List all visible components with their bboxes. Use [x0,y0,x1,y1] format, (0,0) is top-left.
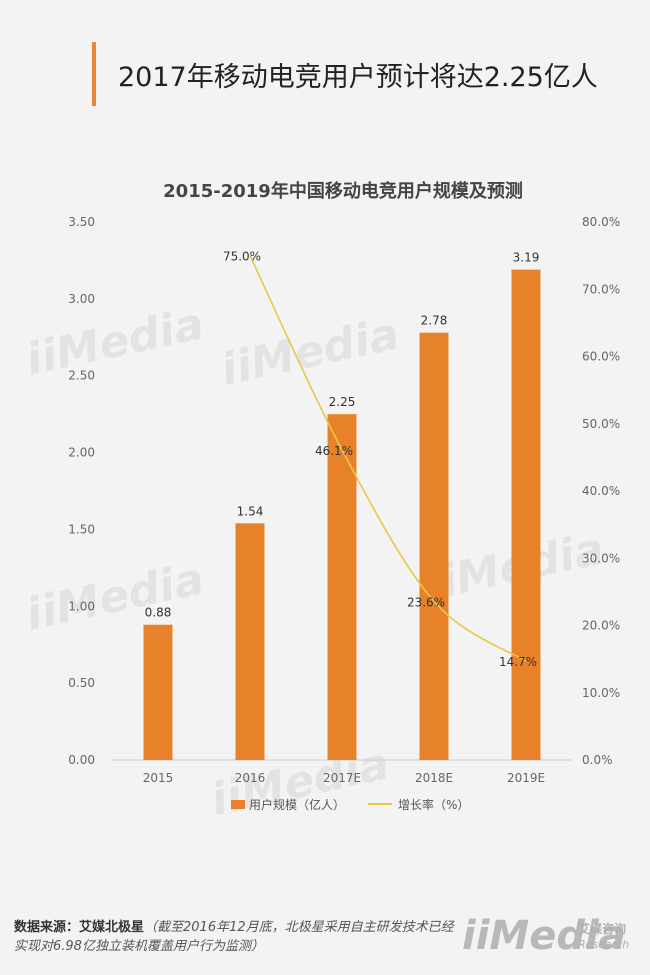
legend-swatch-bar [231,800,245,809]
left-tick-label: 2.00 [68,446,95,460]
bar-2015 [143,624,173,760]
right-tick-label: 20.0% [582,619,620,633]
page-title: 2017年移动电竞用户预计将达2.25亿人 [118,62,598,93]
bar-2016 [235,523,265,760]
right-axis: 0.0% 10.0% 20.0% 30.0% 40.0% 50.0% 60.0% 70.0% 8… [582,215,620,767]
left-tick-label: 3.00 [68,292,95,306]
left-tick-label: 1.00 [68,599,95,613]
line-series: 75.0% 46.1% 23.6% 14.7% [223,250,537,670]
legend-label-bar: 用户规模（亿人） [249,797,345,812]
logo-mark: iiMedia [462,913,626,959]
right-tick-label: 80.0% [582,215,620,229]
bar-value-label: 3.19 [513,251,540,265]
watermark-text: iiMedia [22,553,209,640]
left-tick-label: 2.50 [68,369,95,383]
chart-title: 2015-2019年中国移动电竞用户规模及预测 [163,180,523,202]
bar-value-label: 2.25 [329,395,356,409]
x-tick-label: 2019E [507,771,545,785]
watermark-text: iiMedia [217,308,404,395]
left-tick-label: 0.50 [68,676,95,690]
left-tick-label: 0.00 [68,753,95,767]
x-axis: 2015 2016 2017E 2018E 2019E [143,771,545,785]
legend: 用户规模（亿人） 增长率（%） [231,797,469,812]
source-note: （截至2016年12月底，北极星采用自主研发技术已经实现对6.98亿独立装机覆盖… [14,920,454,954]
left-tick-label: 1.50 [68,522,95,536]
source-footer: 数据来源：艾媒北极星（截至2016年12月底，北极星采用自主研发技术已经实现对6… [14,918,454,956]
bar-value-label: 1.54 [237,504,264,518]
right-tick-label: 60.0% [582,350,620,364]
growth-value-label: 46.1% [315,444,353,458]
watermark-text: iiMedia [22,298,209,385]
x-tick-label: 2015 [143,771,174,785]
right-tick-label: 50.0% [582,417,620,431]
right-tick-label: 10.0% [582,686,620,700]
bar-value-label: 2.78 [421,314,448,328]
bar-2019E [511,269,541,760]
right-tick-label: 40.0% [582,484,620,498]
growth-value-label: 75.0% [223,250,261,264]
bar-series: 0.88 1.54 2.25 2.78 3.19 [143,251,541,760]
right-tick-label: 70.0% [582,282,620,296]
growth-rate-line [249,255,527,662]
legend-label-line: 增长率（%） [398,797,469,812]
bar-value-label: 0.88 [145,606,172,620]
chart: iiMediaiiMediaiiMediaiiMediaiiMedia 2015… [22,180,620,826]
x-tick-label: 2017E [323,771,361,785]
x-tick-label: 2018E [415,771,453,785]
logo-chinese: 艾媒咨询 [578,922,627,936]
growth-value-label: 14.7% [499,655,537,669]
left-tick-label: 3.50 [68,215,95,229]
right-tick-label: 30.0% [582,551,620,565]
growth-value-label: 23.6% [407,595,445,609]
bar-2017E [327,414,357,760]
left-axis: 0.00 0.50 1.00 1.50 2.00 2.50 3.00 3.50 [68,215,95,767]
logo-english: Research [578,938,630,951]
title-accent-bar [92,42,96,106]
iimedia-logo: iiMedia 艾媒咨询 Research [462,912,642,964]
bar-2018E [419,332,449,760]
right-tick-label: 0.0% [582,753,613,767]
x-tick-label: 2016 [235,771,266,785]
source-label: 数据来源：艾媒北极星 [14,920,145,935]
